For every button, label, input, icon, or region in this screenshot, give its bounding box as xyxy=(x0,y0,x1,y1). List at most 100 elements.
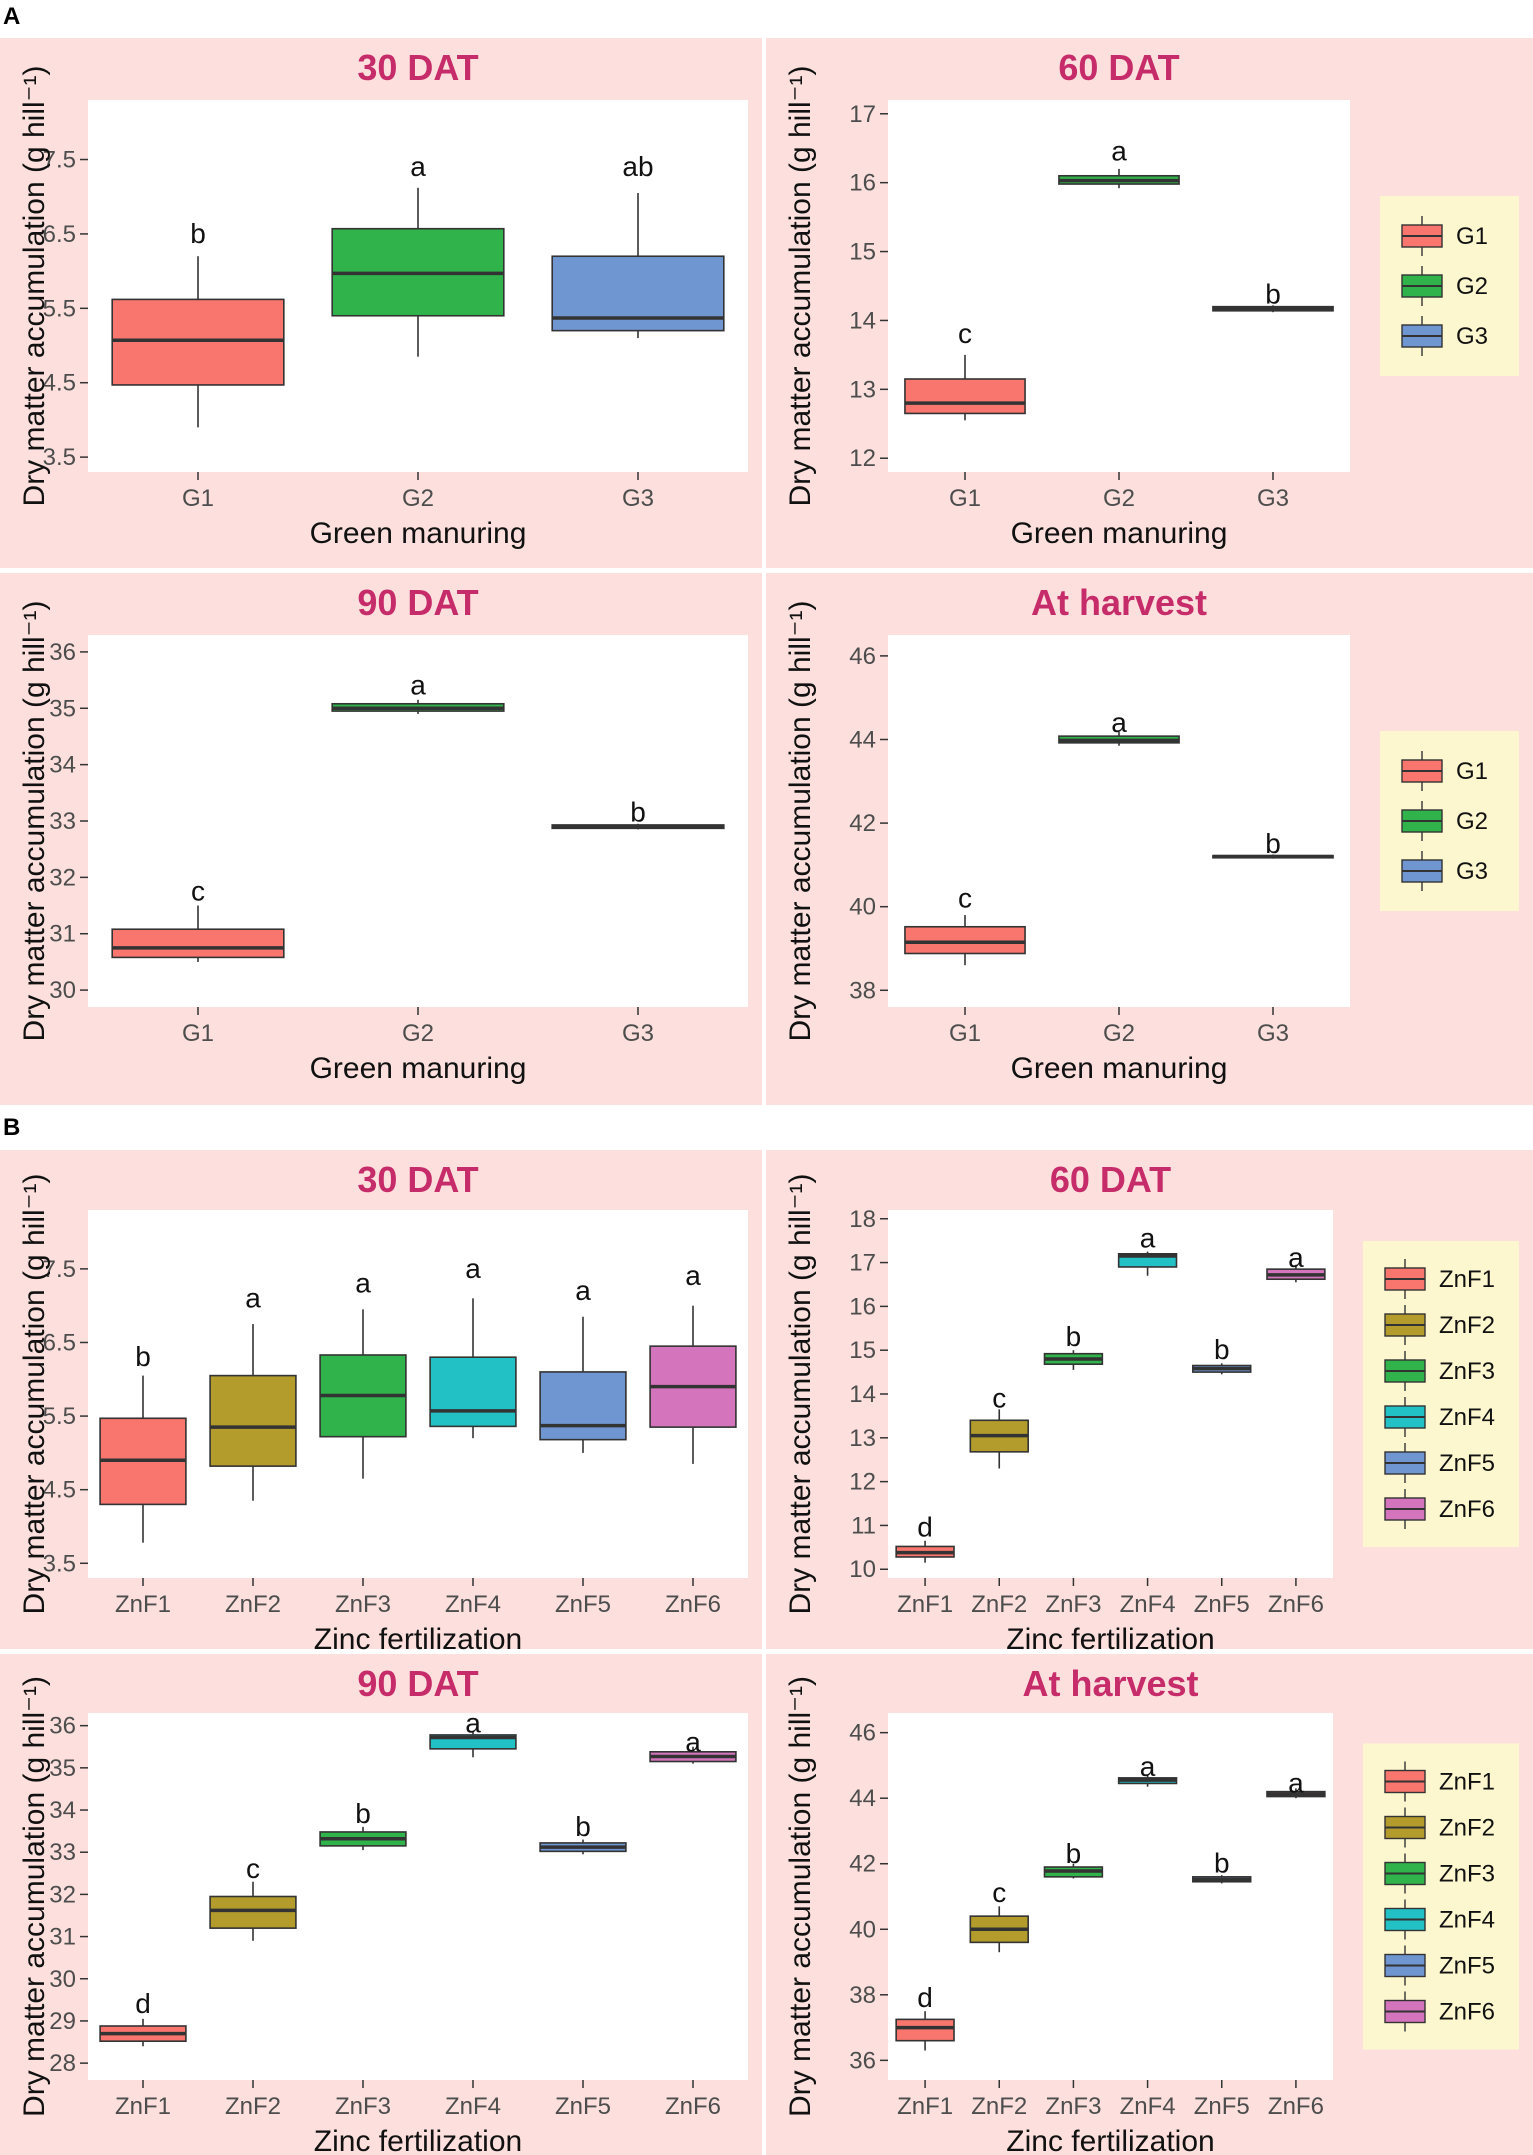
y-tick-label: 6.5 xyxy=(43,221,76,248)
legend-label: ZnF5 xyxy=(1439,1450,1495,1477)
panel-title: 90 DAT xyxy=(357,582,478,623)
y-tick-label: 16 xyxy=(849,1293,876,1320)
x-tick-label: G1 xyxy=(949,485,981,512)
x-tick-label: G2 xyxy=(1103,485,1135,512)
box-body xyxy=(539,1371,627,1441)
significance-label: b xyxy=(1265,828,1281,859)
x-axis-title: Zinc fertilization xyxy=(314,1623,522,1656)
legend-key xyxy=(1401,266,1443,306)
significance-label: a xyxy=(245,1282,261,1313)
x-tick-label: ZnF4 xyxy=(1120,2093,1176,2120)
x-tick-label: G3 xyxy=(622,1020,654,1047)
box-G3: b xyxy=(551,797,725,830)
legend-label: ZnF1 xyxy=(1439,1266,1495,1293)
x-tick-label: G3 xyxy=(1257,1020,1289,1047)
significance-label: b xyxy=(190,218,206,249)
box-G3: ab xyxy=(551,151,725,339)
legend: G1 G2 G3 xyxy=(1380,731,1519,911)
panel-title: 60 DAT xyxy=(1050,1159,1171,1200)
significance-label: a xyxy=(1140,1751,1156,1782)
x-tick-label: ZnF1 xyxy=(115,1591,171,1618)
box-ZnF3: b xyxy=(319,1798,407,1851)
box-G1: c xyxy=(904,882,1026,966)
y-tick-label: 3.5 xyxy=(43,1550,76,1577)
legend-label: G3 xyxy=(1456,858,1488,885)
significance-label: c xyxy=(992,1877,1006,1908)
y-tick-label: 32 xyxy=(49,864,76,891)
x-tick-label: ZnF3 xyxy=(335,2093,391,2120)
box-ZnF1: d xyxy=(895,1512,955,1563)
box-ZnF1: b xyxy=(99,1341,187,1543)
significance-label: a xyxy=(1111,136,1127,167)
x-tick-label: G1 xyxy=(182,485,214,512)
significance-label: b xyxy=(355,1798,371,1829)
box-body xyxy=(429,1356,517,1428)
x-tick-label: ZnF2 xyxy=(225,1591,281,1618)
x-axis-title: Green manuring xyxy=(1011,517,1228,550)
significance-label: d xyxy=(135,1988,151,2019)
legend-label: ZnF3 xyxy=(1439,1861,1495,1888)
x-tick-label: ZnF3 xyxy=(335,1591,391,1618)
plot-area xyxy=(88,1713,748,2080)
legend-key xyxy=(1384,1761,1426,1802)
box-body xyxy=(904,925,1026,955)
x-tick-label: ZnF6 xyxy=(1268,1591,1324,1618)
plot-area xyxy=(88,1210,748,1578)
significance-label: d xyxy=(917,1982,933,2013)
y-tick-label: 13 xyxy=(849,1425,876,1452)
box-ZnF5: a xyxy=(539,1275,627,1453)
panel-title: At harvest xyxy=(1022,1663,1198,1704)
y-tick-label: 36 xyxy=(49,1713,76,1740)
significance-label: b xyxy=(1066,1321,1082,1352)
y-tick-label: 34 xyxy=(49,1797,76,1824)
box-ZnF5: b xyxy=(1192,1334,1252,1375)
panel-title: 30 DAT xyxy=(357,1159,478,1200)
box-G2: a xyxy=(331,670,505,714)
legend-key xyxy=(1401,316,1443,356)
x-tick-label: ZnF6 xyxy=(665,1591,721,1618)
legend-label: ZnF1 xyxy=(1439,1769,1495,1796)
box-ZnF4: a xyxy=(429,1253,517,1439)
significance-label: a xyxy=(685,1260,701,1291)
significance-label: a xyxy=(465,1253,481,1284)
y-tick-label: 38 xyxy=(849,1982,876,2009)
x-axis-title: Zinc fertilization xyxy=(1006,1623,1214,1656)
legend: ZnF1 ZnF2 ZnF3 ZnF4 ZnF5 ZnF6 xyxy=(1363,1241,1519,1547)
legend-label: G2 xyxy=(1456,273,1488,300)
x-tick-label: ZnF6 xyxy=(665,2093,721,2120)
legend-background xyxy=(1363,1743,1519,2050)
significance-label: b xyxy=(1214,1848,1230,1879)
plot-area xyxy=(888,1713,1333,2080)
y-axis-title: Dry matter accumulation (g hill⁻¹) xyxy=(18,1174,51,1615)
legend-key xyxy=(1384,1899,1426,1940)
legend-label: ZnF2 xyxy=(1439,1815,1495,1842)
box-G2: a xyxy=(1058,707,1180,746)
box-ZnF2: a xyxy=(209,1282,297,1501)
y-tick-label: 30 xyxy=(49,1966,76,1993)
legend-key xyxy=(1384,1853,1426,1894)
box-body xyxy=(895,2018,955,2042)
x-axis-title: Green manuring xyxy=(310,517,527,550)
plot-area xyxy=(888,1210,1333,1578)
legend-key xyxy=(1384,1991,1426,2032)
legend-key xyxy=(1401,751,1443,791)
y-tick-label: 14 xyxy=(849,1381,876,1408)
x-tick-label: ZnF1 xyxy=(897,2093,953,2120)
y-tick-label: 28 xyxy=(49,2050,76,2077)
chart-panel: 60 DAT 10 11 12 13 14 15 16 17 18 ZnF1 ZnF2 ZnF3 ZnF4… xyxy=(766,1150,1533,1656)
y-tick-label: 44 xyxy=(849,1785,876,1812)
y-tick-label: 29 xyxy=(49,2008,76,2035)
y-tick-label: 36 xyxy=(849,2047,876,2074)
box-G1: b xyxy=(111,218,285,428)
y-tick-label: 5.5 xyxy=(43,1403,76,1430)
chart-panel: 60 DAT 12 13 14 15 16 17 G1 G2 G3 Green manuring Dr… xyxy=(766,38,1533,568)
y-tick-label: 10 xyxy=(849,1556,876,1583)
legend-key xyxy=(1384,1351,1426,1391)
significance-label: b xyxy=(575,1811,591,1842)
significance-label: c xyxy=(958,318,972,349)
y-tick-label: 42 xyxy=(849,1851,876,1878)
panel-title: 90 DAT xyxy=(357,1663,478,1704)
y-tick-label: 14 xyxy=(849,307,876,334)
box-ZnF1: d xyxy=(895,1982,955,2051)
box-ZnF3: b xyxy=(1043,1321,1104,1370)
